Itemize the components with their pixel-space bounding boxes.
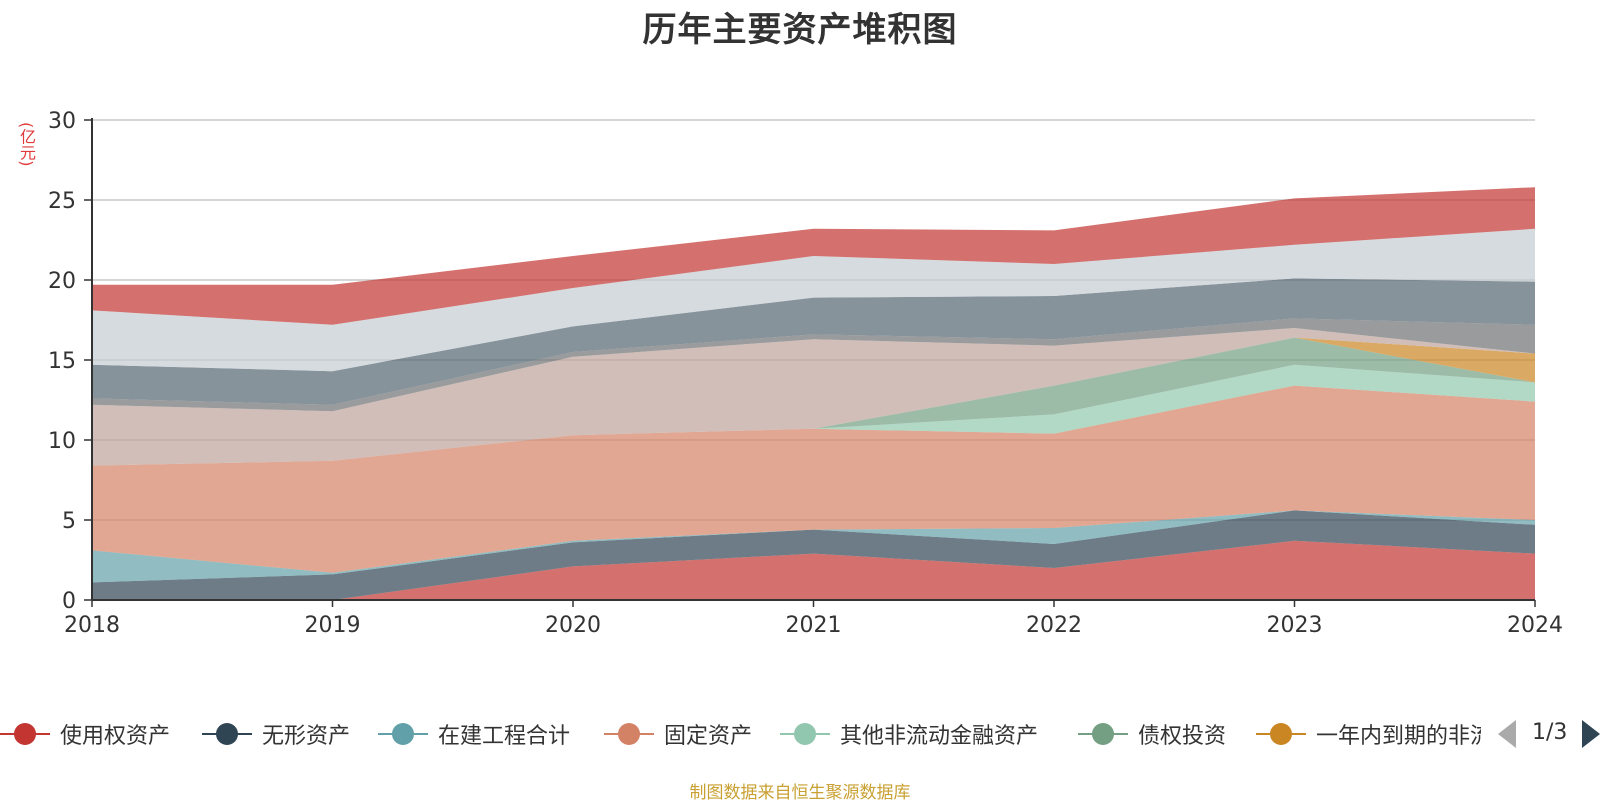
chart-title: 历年主要资产堆积图 (642, 10, 958, 50)
y-tick-label: 0 (62, 589, 76, 614)
legend-item[interactable]: 一年内到期的非流动资产 (1256, 716, 1481, 752)
legend-prev-icon[interactable] (1498, 720, 1516, 748)
legend-item[interactable]: 债权投资 (1078, 716, 1226, 752)
legend-item[interactable]: 其他非流动金融资产 (780, 716, 1038, 752)
legend-marker-icon (0, 716, 50, 752)
x-tick-label: 2023 (1267, 613, 1323, 638)
legend-marker-icon (1078, 716, 1128, 752)
area-series-2 (92, 510, 1535, 600)
area-series-9 (92, 318, 1535, 412)
x-tick-label: 2024 (1507, 613, 1563, 638)
legend-item[interactable]: 无形资产 (202, 716, 350, 752)
legend-label: 使用权资产 (60, 724, 171, 749)
legend-label: 在建工程合计 (438, 724, 571, 749)
legend-item[interactable]: 使用权资产 (0, 716, 170, 752)
area-series-6 (92, 337, 1535, 466)
legend-label: 一年内到期的非流动资产 (1316, 724, 1481, 749)
y-tick-label: 20 (48, 269, 76, 294)
area-series-11 (92, 228, 1535, 372)
legend-next-icon[interactable] (1582, 720, 1600, 748)
area-series-4 (92, 385, 1535, 573)
y-tick-label: 25 (48, 189, 76, 214)
x-tick-label: 2021 (786, 613, 842, 638)
area-series-12 (92, 187, 1535, 325)
legend-marker-icon (378, 716, 428, 752)
area-series-1 (92, 540, 1535, 600)
x-tick-label: 2018 (64, 613, 120, 638)
legend-marker-icon (202, 716, 252, 752)
legend-label: 债权投资 (1138, 724, 1227, 749)
y-tick-label: 10 (48, 429, 76, 454)
legend-label: 无形资产 (262, 724, 351, 749)
x-tick-label: 2020 (545, 613, 601, 638)
area-series-5 (92, 364, 1535, 466)
x-tick-label: 2019 (305, 613, 361, 638)
legend: 使用权资产 无形资产 在建工程合计 固定资产 其他非流动金融资产 债权投资 一年内到期的非流… (0, 716, 1600, 752)
legend-label: 其他非流动金融资产 (840, 724, 1039, 749)
y-tick-label: 30 (48, 109, 76, 134)
legend-marker-icon (780, 716, 830, 752)
y-tick-label: 15 (48, 349, 76, 374)
legend-label: 固定资产 (664, 724, 753, 749)
area-series-3 (92, 510, 1535, 583)
data-source: 制图数据来自恒生聚源数据库 (689, 783, 911, 803)
area-series-7 (92, 337, 1535, 466)
y-axis-unit: (亿元) (17, 122, 36, 167)
x-tick-label: 2022 (1026, 613, 1082, 638)
legend-pager: 1/3 (1498, 716, 1600, 752)
legend-page-indicator: 1/3 (1532, 720, 1568, 745)
y-tick-label: 5 (62, 509, 76, 534)
area-series-8 (92, 328, 1535, 466)
legend-item[interactable]: 固定资产 (604, 716, 752, 752)
area-series (92, 187, 1535, 600)
legend-marker-icon (604, 716, 654, 752)
area-series-10 (92, 278, 1535, 405)
legend-item[interactable]: 在建工程合计 (378, 716, 570, 752)
axes: 0 5 10 15 20 25 30 2018 2019 2020 2021 2022 2023 2024 (48, 109, 1563, 638)
legend-marker-icon (1256, 716, 1306, 752)
